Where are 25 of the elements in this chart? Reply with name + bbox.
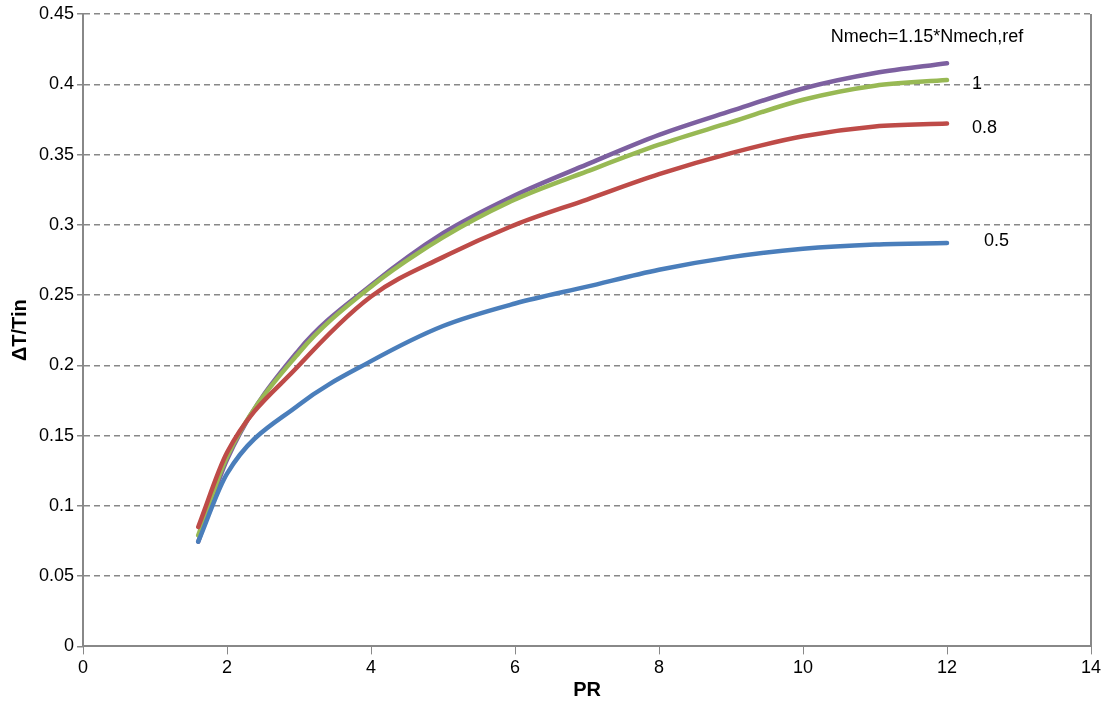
series-label: 1 (972, 73, 983, 94)
x-tick-label: 0 (78, 657, 89, 678)
y-tick-label: 0.35 (38, 143, 75, 164)
series-label: Nmech=1.15*Nmech,ref (830, 26, 1025, 47)
y-tick-label: 0.1 (49, 494, 75, 515)
y-tick-label: 0.3 (49, 213, 75, 234)
text: 0.5 (984, 230, 1010, 251)
y-axis-title: ΔT/Tin (7, 299, 30, 362)
series-label: 0.8 (972, 116, 998, 137)
x-tick-label: 2 (222, 657, 233, 678)
y-tick-label: 0 (64, 635, 75, 656)
y-tick-label: 0.25 (38, 284, 75, 305)
y-tick-label: 0.15 (38, 424, 75, 445)
x-tick-label: 4 (366, 657, 377, 678)
x-tick-label: 8 (654, 657, 665, 678)
line-series (195, 240, 950, 544)
y-tick-label: 0.45 (38, 2, 75, 23)
x-tick-label: 6 (510, 657, 521, 678)
x-tick-label: 12 (936, 657, 958, 678)
y-tick-label: 0.2 (49, 354, 75, 375)
x-axis-title: PR (573, 677, 602, 700)
x-tick-label: 14 (1080, 657, 1102, 678)
y-tick-label: 0.05 (38, 565, 75, 586)
x-tick-label: 10 (792, 657, 814, 678)
y-tick-label: 0.4 (49, 73, 75, 94)
